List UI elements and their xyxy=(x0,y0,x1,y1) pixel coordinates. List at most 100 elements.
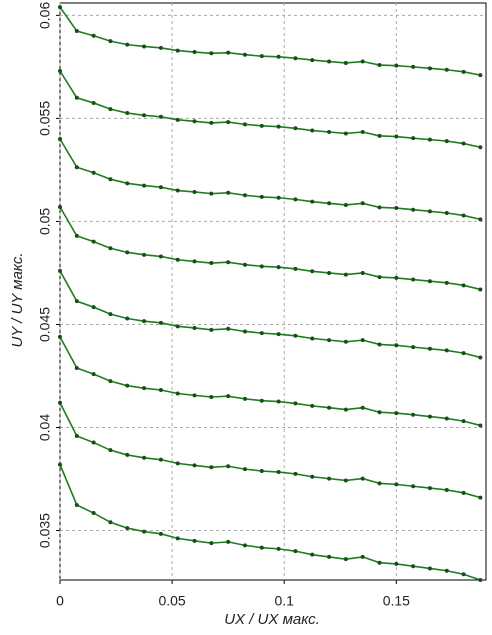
point xyxy=(158,320,163,325)
point xyxy=(226,190,231,195)
point xyxy=(461,572,466,577)
point xyxy=(411,207,416,212)
point xyxy=(91,440,96,445)
point xyxy=(259,54,264,59)
point xyxy=(158,254,163,259)
point xyxy=(394,343,399,348)
point xyxy=(158,185,163,190)
y-tick-label: 0.055 xyxy=(37,101,53,136)
point xyxy=(259,468,264,473)
point xyxy=(192,50,197,55)
point xyxy=(478,495,483,500)
point xyxy=(310,552,315,557)
point xyxy=(125,526,130,531)
point xyxy=(327,59,332,64)
point xyxy=(360,201,365,206)
point xyxy=(411,64,416,69)
point xyxy=(74,502,79,507)
point xyxy=(209,51,214,56)
point xyxy=(74,433,79,438)
point xyxy=(209,541,214,546)
point xyxy=(175,48,180,53)
point xyxy=(242,396,247,401)
point xyxy=(142,529,147,534)
point xyxy=(343,272,348,277)
point xyxy=(394,63,399,68)
point xyxy=(209,465,214,470)
point xyxy=(377,481,382,486)
point xyxy=(108,379,113,384)
point xyxy=(293,197,298,202)
point xyxy=(142,455,147,460)
point xyxy=(259,331,264,336)
point xyxy=(327,270,332,275)
point xyxy=(175,536,180,541)
point xyxy=(276,332,281,337)
point xyxy=(242,122,247,127)
point xyxy=(360,130,365,135)
point xyxy=(444,67,449,72)
point xyxy=(74,95,79,100)
point xyxy=(394,275,399,280)
point xyxy=(394,482,399,487)
point xyxy=(444,416,449,421)
point xyxy=(175,117,180,122)
point xyxy=(58,69,62,74)
point xyxy=(226,326,231,331)
point xyxy=(444,348,449,353)
y-tick-label: 0.05 xyxy=(37,208,53,235)
point xyxy=(209,191,214,196)
point xyxy=(377,342,382,347)
point xyxy=(175,391,180,396)
point xyxy=(142,113,147,118)
point xyxy=(343,339,348,344)
point xyxy=(427,137,432,142)
point xyxy=(175,188,180,193)
point xyxy=(259,194,264,199)
point xyxy=(427,66,432,71)
point xyxy=(310,199,315,204)
point xyxy=(343,478,348,483)
point xyxy=(158,457,163,462)
point xyxy=(394,411,399,416)
point xyxy=(293,56,298,61)
x-tick-label: 0 xyxy=(56,593,64,609)
point xyxy=(394,561,399,566)
point xyxy=(427,486,432,491)
point xyxy=(175,324,180,329)
point xyxy=(259,398,264,403)
point xyxy=(276,546,281,551)
point xyxy=(360,476,365,481)
point xyxy=(192,393,197,398)
point xyxy=(293,333,298,338)
point xyxy=(192,259,197,264)
point xyxy=(175,257,180,262)
point xyxy=(394,206,399,211)
point xyxy=(192,538,197,543)
point xyxy=(242,262,247,267)
point xyxy=(360,405,365,410)
point xyxy=(91,372,96,377)
point xyxy=(394,134,399,139)
point xyxy=(461,351,466,356)
x-axis-label: UX / UX макс. xyxy=(224,611,320,628)
point xyxy=(293,266,298,271)
point xyxy=(74,365,79,370)
point xyxy=(377,133,382,138)
point xyxy=(343,407,348,412)
point xyxy=(142,319,147,324)
point xyxy=(478,217,483,222)
point xyxy=(310,403,315,408)
point xyxy=(377,560,382,565)
point xyxy=(461,490,466,495)
point xyxy=(125,181,130,186)
point xyxy=(226,120,231,125)
point xyxy=(327,130,332,135)
point xyxy=(411,412,416,417)
point xyxy=(226,260,231,265)
point xyxy=(58,5,62,10)
series-line xyxy=(59,6,481,76)
point xyxy=(125,383,130,388)
point xyxy=(343,557,348,562)
point xyxy=(158,114,163,119)
